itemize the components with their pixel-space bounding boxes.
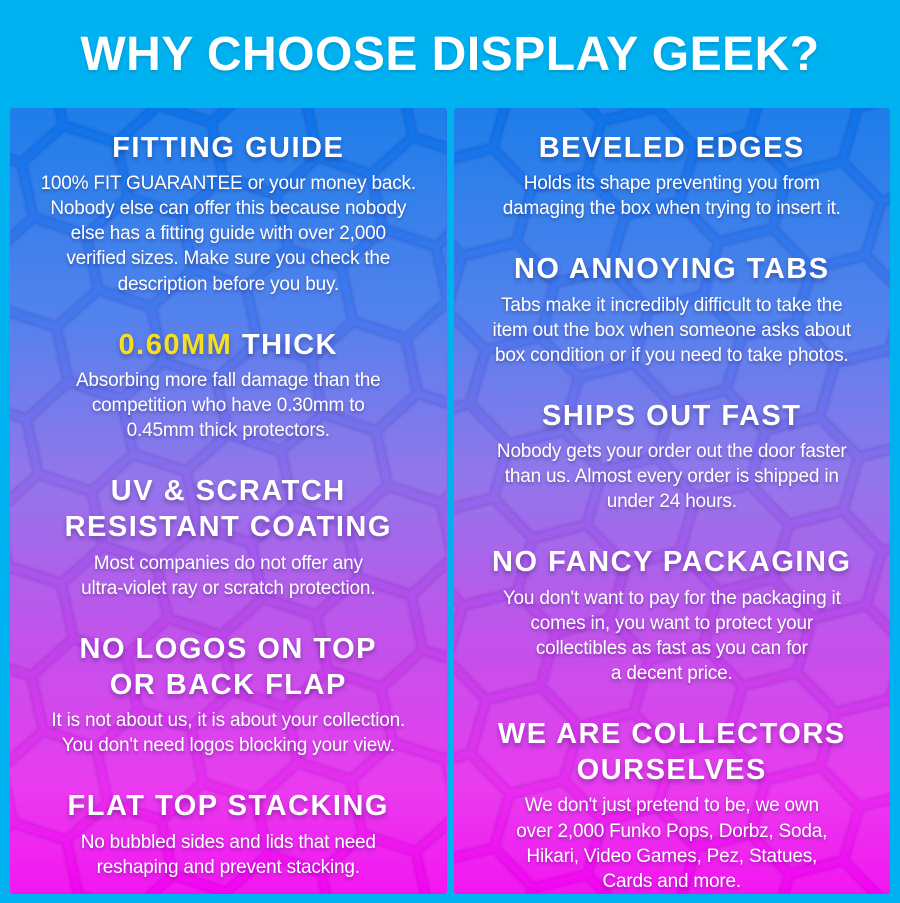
hexagon-pattern-icon [453, 108, 890, 894]
section-thickness: 0.60MM THICK Absorbing more fall damage … [16, 327, 441, 443]
section-body: 100% FIT GUARANTEE or your money back. N… [40, 173, 417, 295]
section-flat-top-stacking: FLAT TOP STACKING No bubbled sides and l… [16, 788, 441, 879]
section-body: Tabs make it incredibly difficult to tak… [492, 294, 851, 366]
columns: FITTING GUIDE 100% FIT GUARANTEE or your… [0, 108, 900, 903]
section-fitting-guide: FITTING GUIDE 100% FIT GUARANTEE or your… [16, 130, 441, 297]
header: WHY CHOOSE DISPLAY GEEK? [0, 0, 900, 108]
section-body: You don't want to pay for the packaging … [502, 587, 841, 684]
section-body: Absorbing more fall damage than the comp… [75, 369, 381, 442]
section-heading: WE ARE COLLECTORS OURSELVES [497, 717, 846, 787]
section-ships-out-fast: SHIPS OUT FAST Nobody gets your order ou… [460, 398, 885, 514]
section-no-annoying-tabs: NO ANNOYING TABS Tabs make it incredibly… [460, 251, 885, 367]
section-uv-coating: UV & SCRATCH RESISTANT COATING Most comp… [16, 473, 441, 601]
right-column: BEVELED EDGES Holds its shape preventing… [453, 108, 891, 894]
section-no-logos: NO LOGOS ON TOP OR BACK FLAP It is not a… [16, 631, 441, 759]
section-body: Holds its shape preventing you from dama… [502, 173, 841, 220]
section-heading: BEVELED EDGES [538, 132, 805, 164]
left-column-content: FITTING GUIDE 100% FIT GUARANTEE or your… [10, 108, 447, 894]
section-heading: NO FANCY PACKAGING [492, 546, 852, 579]
thickness-label: THICK [241, 328, 338, 361]
section-heading: SHIPS OUT FAST [542, 399, 802, 432]
section-heading: UV & SCRATCH RESISTANT COATING [64, 475, 392, 544]
section-no-fancy-packaging: NO FANCY PACKAGING You don't want to pay… [460, 544, 885, 686]
section-body: It is not about us, it is about your col… [51, 710, 406, 757]
section-heading: NO LOGOS ON TOP OR BACK FLAP [79, 632, 377, 702]
section-we-are-collectors: WE ARE COLLECTORS OURSELVES We don't jus… [460, 716, 885, 894]
section-body: Nobody gets your order out the door fast… [496, 441, 847, 513]
section-heading: FLAT TOP STACKING [67, 790, 389, 823]
section-body: No bubbled sides and lids that need resh… [80, 831, 376, 878]
section-body: Most companies do not offer any ultra-vi… [81, 552, 376, 599]
section-heading: NO ANNOYING TABS [513, 253, 830, 286]
section-heading: 0.60MM THICK [16, 327, 441, 363]
section-body: We don't just pretend to be, we own over… [516, 795, 828, 892]
left-column: FITTING GUIDE 100% FIT GUARANTEE or your… [10, 108, 447, 894]
section-beveled-edges: BEVELED EDGES Holds its shape preventing… [460, 130, 885, 221]
page-title: WHY CHOOSE DISPLAY GEEK? [80, 27, 820, 81]
hexagon-pattern-icon [10, 108, 447, 894]
right-column-content: BEVELED EDGES Holds its shape preventing… [454, 108, 891, 894]
section-heading: FITTING GUIDE [112, 132, 345, 164]
thickness-value: 0.60MM [118, 328, 233, 361]
